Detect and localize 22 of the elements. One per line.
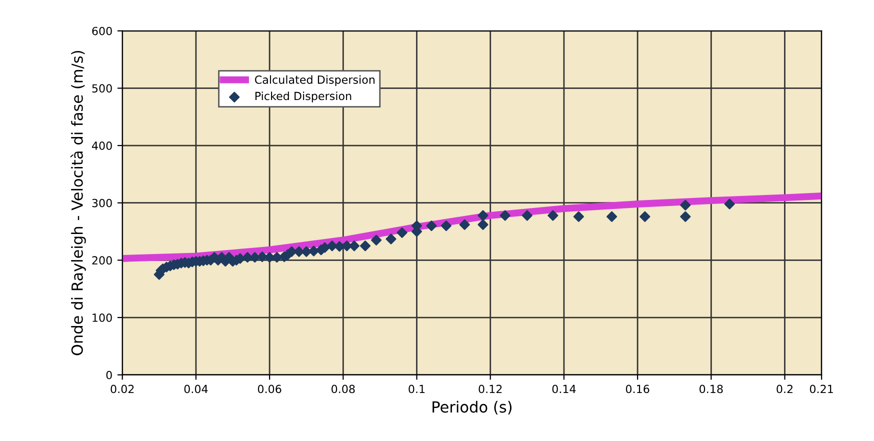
- x-axis-title: Periodo (s): [432, 400, 512, 415]
- y-tick-label: 400: [92, 142, 112, 150]
- legend-label: Picked Dispersion: [255, 92, 352, 102]
- y-tick-label: 100: [92, 313, 112, 322]
- y-tick-label: 300: [92, 198, 112, 208]
- y-tick-label: 0: [106, 370, 112, 380]
- x-tick-label: 0.18: [700, 384, 723, 394]
- x-tick-label: 0.06: [258, 384, 282, 394]
- x-tick-label: 0.2: [776, 384, 792, 394]
- x-tick-label: 0.21: [810, 384, 833, 394]
- x-tick-label: 0.14: [552, 384, 576, 394]
- y-tick-label: 200: [92, 256, 112, 265]
- legend-label: Calculated Dispersion: [254, 75, 375, 86]
- y-tick-label: 500: [92, 84, 112, 93]
- x-tick-label: 0.02: [110, 384, 134, 394]
- x-tick-label: 0.16: [626, 384, 650, 394]
- x-tick-label: 0.04: [184, 384, 208, 394]
- y-tick-label: 600: [92, 26, 112, 36]
- y-axis-title: Onde di Rayleigh - Velocità di fase (m/s): [70, 50, 86, 356]
- x-tick-label: 0.08: [332, 384, 355, 394]
- x-tick-label: 0.12: [478, 384, 502, 394]
- x-tick-label: 0.1: [408, 384, 425, 394]
